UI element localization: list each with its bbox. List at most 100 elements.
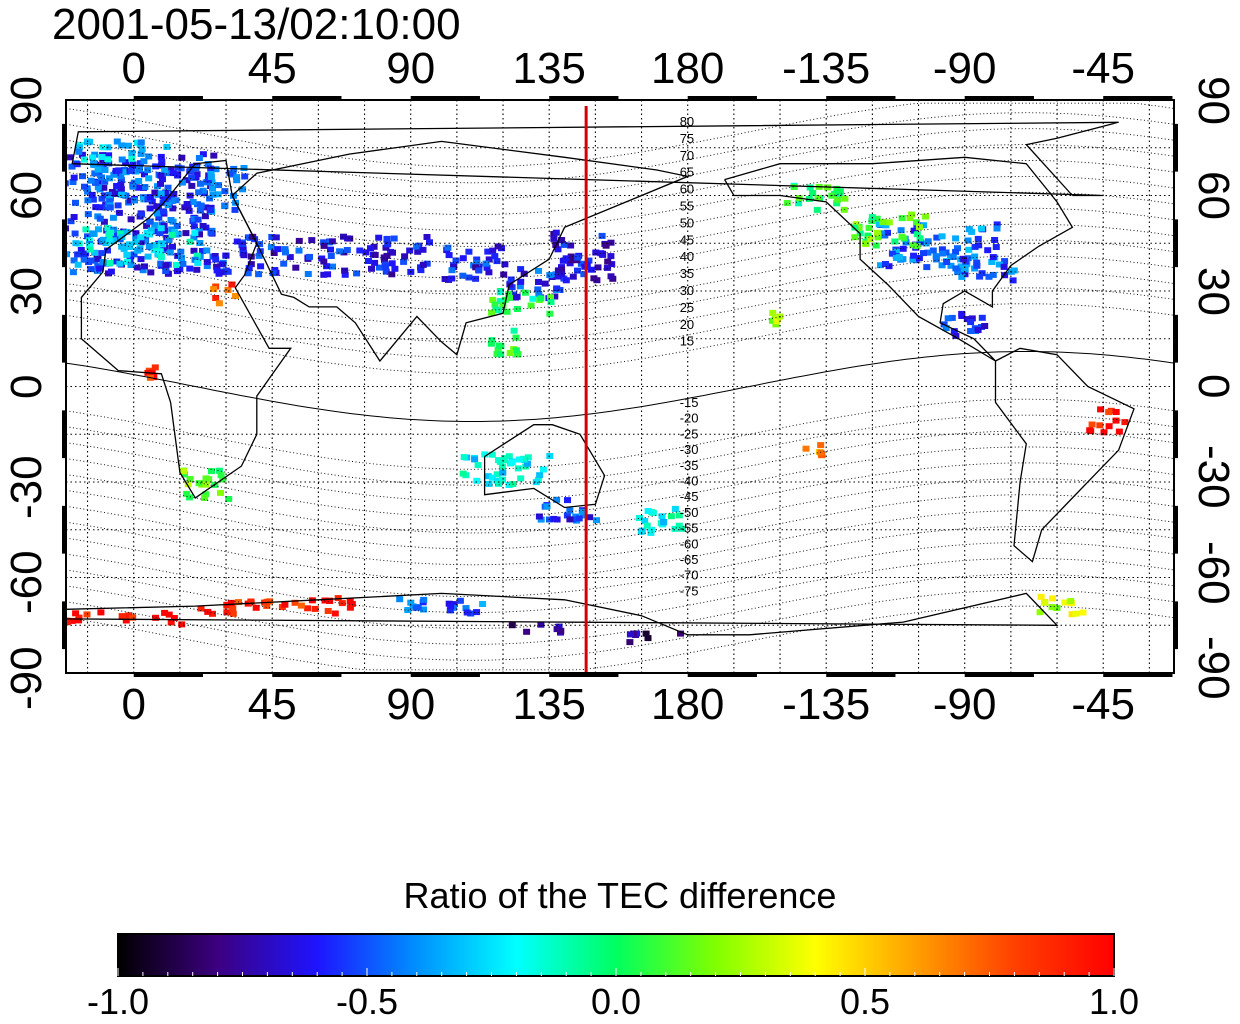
tec-cell <box>472 264 480 271</box>
tec-cell <box>882 261 889 267</box>
tec-cell <box>295 237 303 244</box>
axis-tick-bar <box>1174 314 1178 363</box>
tec-cell <box>933 234 941 241</box>
tec-cell <box>1010 267 1018 274</box>
tec-cell <box>173 223 181 229</box>
tec-cell <box>535 513 543 520</box>
tec-cell <box>1009 277 1017 284</box>
tec-cell <box>487 340 495 347</box>
tec-cell <box>550 515 558 522</box>
tec-cell <box>952 265 960 272</box>
tec-cell <box>99 236 107 243</box>
tec-cell <box>922 213 930 220</box>
tec-cell <box>496 458 504 465</box>
tec-cell <box>499 302 507 309</box>
tec-cell <box>968 315 976 322</box>
tec-cell <box>221 203 229 210</box>
tec-cell <box>50 223 57 229</box>
tec-cell <box>239 241 246 248</box>
tec-cell <box>122 613 130 620</box>
tec-cell <box>388 271 396 278</box>
tec-cell <box>92 179 100 186</box>
tec-cell <box>567 257 575 264</box>
tec-cell <box>948 314 956 321</box>
tec-cell <box>167 217 175 223</box>
tec-cell <box>89 230 97 237</box>
tec-cell <box>527 302 535 309</box>
tec-cell <box>566 260 574 267</box>
colorbar-tick-label: -1.0 <box>86 981 150 1022</box>
tec-cell <box>517 266 525 273</box>
tec-cell <box>137 234 145 241</box>
tec-cell <box>1096 422 1104 429</box>
tec-cell <box>974 327 982 334</box>
tec-cell <box>814 194 822 201</box>
tec-cell <box>106 204 114 211</box>
tec-cell <box>55 194 62 200</box>
tec-cell <box>327 253 335 259</box>
tec-cell <box>106 175 113 182</box>
tec-cell <box>0 246 6 252</box>
tec-cell <box>1121 419 1129 426</box>
tec-cell <box>671 505 679 512</box>
tec-cell <box>244 270 252 277</box>
tec-cell <box>1115 428 1123 435</box>
tec-cell <box>127 216 135 223</box>
tec-cell <box>993 225 1001 232</box>
tec-cell <box>1036 609 1044 616</box>
tec-patch <box>441 243 509 283</box>
tec-cell <box>340 233 347 240</box>
tec-cell <box>865 224 873 231</box>
tec-patch <box>459 451 554 488</box>
tec-cell <box>244 234 252 241</box>
tec-cell <box>165 611 173 618</box>
tec-cell <box>658 513 666 520</box>
tec-cell <box>472 275 480 282</box>
tec-cell <box>524 454 532 461</box>
tec-cell <box>223 609 231 616</box>
tec-cell <box>233 177 241 184</box>
tec-cell <box>488 309 496 316</box>
tec-cell <box>501 296 509 303</box>
tec-cell <box>161 167 169 174</box>
tec-cell <box>106 259 114 266</box>
tec-cell <box>964 237 972 244</box>
tec-cell <box>952 235 960 242</box>
tec-cell <box>66 180 69 187</box>
tec-cell <box>514 465 522 472</box>
tec-cell <box>147 269 155 276</box>
tec-cell <box>131 197 138 204</box>
tec-cell <box>34 253 41 259</box>
magnetic-lat-label: -25 <box>680 426 699 441</box>
tec-cell <box>1097 406 1105 413</box>
continent-greenland <box>71 121 1119 197</box>
axis-tick-bar <box>62 505 66 554</box>
tec-cell <box>199 187 207 194</box>
tec-cell <box>450 264 458 270</box>
tec-cell <box>167 619 175 626</box>
tec-cell <box>382 244 390 251</box>
tec-cell <box>805 195 813 202</box>
magnetic-lat-label: -50 <box>680 505 699 520</box>
tec-cell <box>508 459 516 466</box>
tec-cell <box>169 205 177 212</box>
tec-cell <box>66 251 70 258</box>
bottom-lon-label: -90 <box>932 680 997 729</box>
tec-cell <box>139 267 147 274</box>
tec-cell <box>297 602 305 609</box>
tec-cell <box>323 263 331 270</box>
tec-cell <box>949 254 957 260</box>
tec-cell <box>944 315 952 322</box>
tec-cell <box>952 333 960 339</box>
axis-tick-bar <box>549 96 619 100</box>
tec-cell <box>295 247 303 254</box>
tec-cell <box>247 261 255 268</box>
tec-cell <box>626 639 634 646</box>
tec-cell <box>130 179 138 186</box>
tec-cell <box>160 208 167 215</box>
tec-cell <box>381 264 389 271</box>
tec-cell <box>383 252 391 259</box>
right-lat-label: 90 <box>1189 75 1238 125</box>
tec-cell <box>995 261 1003 268</box>
tec-cell <box>68 617 76 624</box>
